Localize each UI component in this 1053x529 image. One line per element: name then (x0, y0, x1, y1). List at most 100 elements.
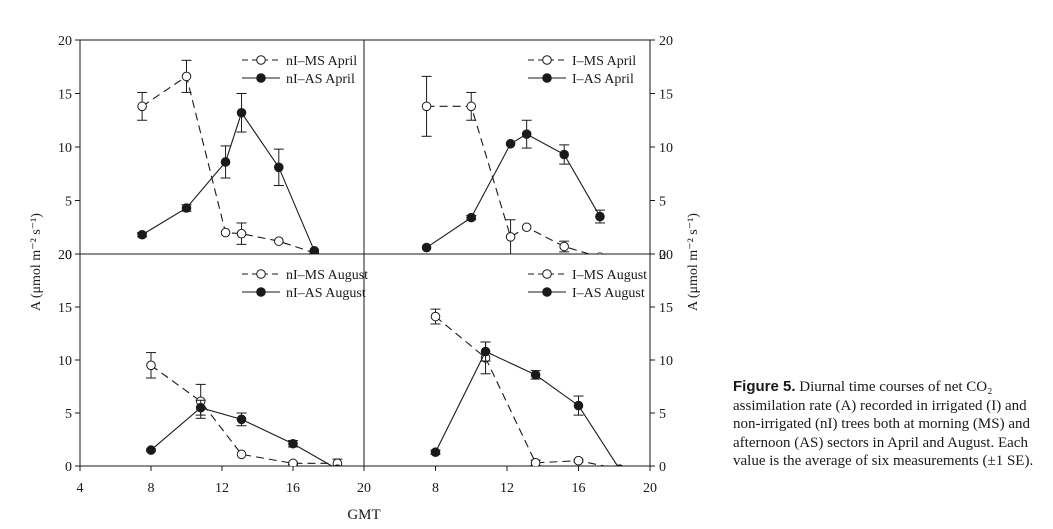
plot-area-top-right (421, 75, 605, 254)
y-axis-label-left: A (μmol m⁻² s⁻¹) (29, 213, 44, 311)
series-line-ms (435, 316, 607, 466)
data-point-ms (530, 458, 541, 466)
legend-marker (542, 269, 552, 279)
data-point-ms (466, 101, 477, 112)
legend-marker (542, 73, 552, 83)
data-point-ms (236, 228, 247, 239)
data-point-as (236, 414, 247, 425)
data-point-as (181, 203, 192, 213)
y-tick-label: 5 (659, 195, 666, 210)
y-tick-label: 10 (659, 141, 673, 156)
figure-caption: Figure 5. Diurnal time courses of net CO… (733, 378, 1043, 471)
legend-label: nI–AS April (286, 72, 355, 87)
data-point-ms (421, 101, 432, 112)
y-tick-label: 20 (58, 34, 72, 49)
data-point-ms (505, 232, 516, 242)
y-tick-label: 0 (659, 460, 666, 475)
series-line-ms (150, 364, 338, 464)
data-point-ms (521, 222, 532, 233)
data-point-ms (288, 458, 298, 466)
x-tick-label: 12 (500, 481, 514, 496)
y-tick-label: 15 (659, 88, 673, 103)
y-tick-label: 0 (65, 460, 72, 475)
legend-label: I–AS April (572, 72, 634, 87)
y-tick-label: 10 (58, 141, 72, 156)
y-tick-label: 10 (659, 354, 673, 369)
x-tick-label: 16 (572, 481, 586, 496)
legend-marker (256, 73, 266, 83)
x-tick-label: 20 (643, 481, 657, 496)
legend-label: I–MS April (572, 54, 636, 69)
data-point-ms (596, 252, 604, 254)
y-tick-label: 15 (659, 301, 673, 316)
series-line-ms (141, 75, 315, 254)
data-point-as (421, 242, 432, 253)
data-point-as (146, 445, 156, 455)
data-point-as (616, 464, 624, 466)
y-tick-label: 5 (65, 195, 72, 210)
data-point-as (521, 129, 532, 139)
caption-text: Diurnal time courses of net CO₂ assimila… (733, 379, 1034, 469)
data-point-as (530, 370, 541, 380)
figure-label: Figure 5. (733, 378, 796, 395)
data-point-as (333, 464, 341, 466)
data-point-as (430, 447, 441, 458)
data-point-as (274, 162, 284, 173)
data-point-as (309, 245, 320, 254)
legend-label: nI–AS August (286, 286, 366, 301)
plot-area-top-left (137, 59, 320, 254)
plot-area-bottom-right (430, 308, 624, 466)
data-point-as (220, 157, 231, 167)
y-tick-label: 5 (65, 407, 72, 422)
legend-label: nI–MS April (286, 54, 357, 69)
data-point-as (195, 402, 206, 413)
x-tick-label: 12 (215, 481, 229, 496)
legend-marker (542, 55, 552, 65)
legend-label: I–MS August (572, 268, 647, 283)
y-tick-label: 20 (659, 248, 673, 263)
x-tick-label: 8 (148, 481, 155, 496)
data-point-as (595, 211, 605, 222)
legend-label: I–AS August (572, 286, 645, 301)
y-tick-label: 10 (58, 354, 72, 369)
data-point-ms (559, 241, 570, 252)
series-line-as (426, 133, 601, 249)
y-tick-label: 0 (65, 248, 72, 263)
data-point-ms (236, 449, 247, 460)
plot-area-bottom-left (146, 352, 343, 466)
legend-marker (256, 269, 266, 279)
y-tick-label: 20 (58, 248, 72, 263)
series-line-as (435, 350, 619, 466)
x-tick-label: 20 (357, 481, 371, 496)
data-point-ms (274, 236, 284, 246)
data-point-as (288, 438, 298, 449)
data-point-ms (332, 458, 343, 466)
x-tick-label: 8 (432, 481, 439, 496)
y-axis-label-right: A (μmol m⁻² s⁻¹) (686, 213, 701, 311)
data-point-ms (181, 71, 192, 82)
legend-label: nI–MS August (286, 268, 368, 283)
data-point-ms (220, 227, 231, 238)
data-point-ms (146, 360, 156, 371)
y-tick-label: 20 (659, 34, 673, 49)
series-line-ms (426, 105, 592, 254)
data-point-ms (430, 311, 441, 322)
data-point-as (236, 107, 247, 118)
data-point-as (466, 212, 477, 223)
data-point-as (137, 229, 147, 240)
y-tick-label: 15 (58, 88, 72, 103)
x-axis-label: GMT (347, 507, 380, 523)
data-point-as (480, 346, 491, 357)
y-tick-label: 0 (659, 248, 666, 263)
data-point-as (573, 400, 584, 411)
x-tick-label: 16 (286, 481, 300, 496)
legend-marker (256, 287, 266, 297)
data-point-as (505, 138, 516, 149)
y-tick-label: 15 (58, 301, 72, 316)
data-point-as (559, 149, 570, 160)
legend-marker (542, 287, 552, 297)
series-line-as (141, 111, 315, 252)
legend-marker (256, 55, 266, 65)
x-tick-label: 4 (77, 481, 84, 496)
